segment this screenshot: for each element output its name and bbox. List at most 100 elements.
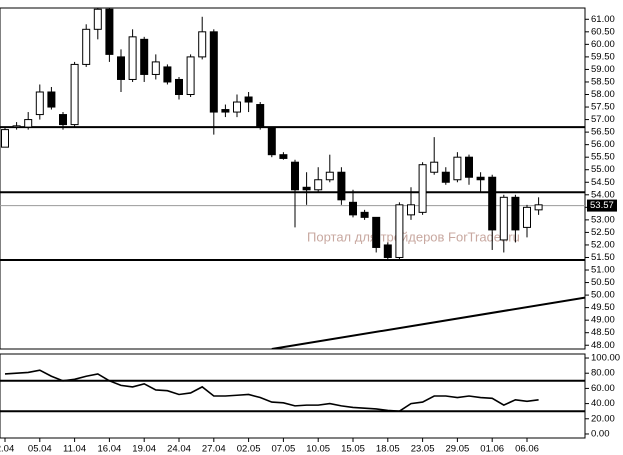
candle-body xyxy=(267,126,276,156)
y-tick-label: 57.00 xyxy=(591,114,615,125)
x-tick-label: 19.04 xyxy=(132,444,156,455)
y-tick-label: 57.50 xyxy=(591,102,615,113)
candle-body xyxy=(233,101,241,113)
y-tick-label: 60.00 xyxy=(591,383,615,394)
y-tick-label: 55.50 xyxy=(591,152,615,163)
candle-body xyxy=(360,211,369,218)
trend-line xyxy=(271,296,585,349)
y-tick-label: 53.00 xyxy=(591,214,615,225)
candle-body xyxy=(476,176,485,181)
y-tick-label: 56.50 xyxy=(591,127,615,138)
candle-body xyxy=(418,164,427,213)
y-tick-label: 60.00 xyxy=(591,39,615,50)
candle-body xyxy=(93,8,102,30)
last-price-label: 53.57 xyxy=(590,200,614,211)
x-tick-label: 07.05 xyxy=(272,444,296,455)
y-tick-label: 40.00 xyxy=(591,398,615,409)
candle-body xyxy=(105,8,114,55)
candle-body xyxy=(140,38,149,75)
x-tick-label: 01.06 xyxy=(480,444,504,455)
y-tick-label: 48.50 xyxy=(591,327,615,338)
x-tick-label: 10.05 xyxy=(306,444,330,455)
y-tick-label: 49.00 xyxy=(591,315,615,326)
y-tick-label: 59.00 xyxy=(591,64,615,75)
x-tick-label: 05.04 xyxy=(28,444,52,455)
y-tick-label: 56.00 xyxy=(591,139,615,150)
candle-body xyxy=(128,36,137,80)
candle-body xyxy=(395,204,404,258)
candle-body xyxy=(221,109,230,113)
candle-body xyxy=(82,28,91,65)
candle-body xyxy=(163,66,172,83)
x-tick-label: 06.06 xyxy=(515,444,539,455)
y-tick-label: 48.00 xyxy=(591,340,615,351)
candle-body xyxy=(35,91,44,116)
candle-body xyxy=(1,129,9,148)
y-tick-label: 54.50 xyxy=(591,177,615,188)
candle-body xyxy=(209,31,218,113)
x-tick-label: 11.04 xyxy=(63,444,86,455)
x-tick-label: 27.04 xyxy=(202,444,226,455)
last-price-box xyxy=(587,199,617,212)
y-tick-label: 54.00 xyxy=(591,189,615,200)
candle-body xyxy=(198,31,207,58)
candle-body xyxy=(511,196,520,231)
y-tick-label: 60.50 xyxy=(591,26,615,37)
x-tick-label: 18.05 xyxy=(376,444,400,455)
x-tick-label: 16.04 xyxy=(98,444,122,455)
candle-body xyxy=(407,204,415,216)
candle-body xyxy=(314,179,323,191)
candle-body xyxy=(372,216,381,248)
candle-body xyxy=(534,204,543,211)
y-tick-label: 55.00 xyxy=(591,164,615,175)
y-tick-label: 58.50 xyxy=(591,76,615,87)
candle-body xyxy=(499,196,508,241)
candle-body xyxy=(279,154,288,159)
y-tick-label: 52.00 xyxy=(591,239,615,250)
candle-body xyxy=(186,56,195,96)
y-tick-label: 80.00 xyxy=(591,368,615,379)
candle-body xyxy=(325,171,334,181)
y-tick-label: 49.50 xyxy=(591,302,615,313)
y-tick-label: 0.00 xyxy=(591,428,610,439)
candle-body xyxy=(151,61,160,75)
candle-body xyxy=(24,119,33,128)
oscillator-panel xyxy=(0,353,586,439)
y-tick-label: 51.50 xyxy=(591,252,615,263)
watermark: Портал для трейдеров ForTrader.ru xyxy=(307,229,520,244)
y-tick-label: 58.00 xyxy=(591,89,615,100)
y-tick-label: 20.00 xyxy=(591,413,615,424)
x-tick-label: 24.04 xyxy=(167,444,191,455)
candle-body xyxy=(12,125,21,128)
candle-body xyxy=(453,156,462,181)
candle-body xyxy=(302,186,311,191)
candle-body xyxy=(465,156,473,178)
y-tick-label: 61.00 xyxy=(591,14,615,25)
candle-body xyxy=(244,96,253,103)
candle-body xyxy=(349,201,357,216)
candle-body xyxy=(70,63,79,126)
candle-body xyxy=(383,244,392,258)
y-tick-label: 51.00 xyxy=(591,265,615,276)
y-tick-label: 50.00 xyxy=(591,290,615,301)
y-tick-label: 50.50 xyxy=(591,277,615,288)
candle-body xyxy=(175,78,183,96)
oscillator-line xyxy=(4,369,539,413)
candle-body xyxy=(291,161,299,191)
candle-body xyxy=(59,114,67,126)
candle-body xyxy=(256,104,265,128)
x-tick-label: 29.05 xyxy=(446,444,470,455)
candle-body xyxy=(488,176,497,231)
x-tick-label: 02.05 xyxy=(237,444,261,455)
candle-body xyxy=(47,91,56,108)
x-tick-label: 2.04 xyxy=(0,444,14,455)
candle-body xyxy=(441,171,450,183)
x-tick-label: 15.05 xyxy=(341,444,365,455)
price-panel xyxy=(0,7,586,350)
candle-body xyxy=(523,206,531,228)
x-tick-label: 23.05 xyxy=(411,444,435,455)
y-tick-label: 52.50 xyxy=(591,227,615,238)
candle-body xyxy=(117,56,125,80)
candle-body xyxy=(337,171,346,201)
